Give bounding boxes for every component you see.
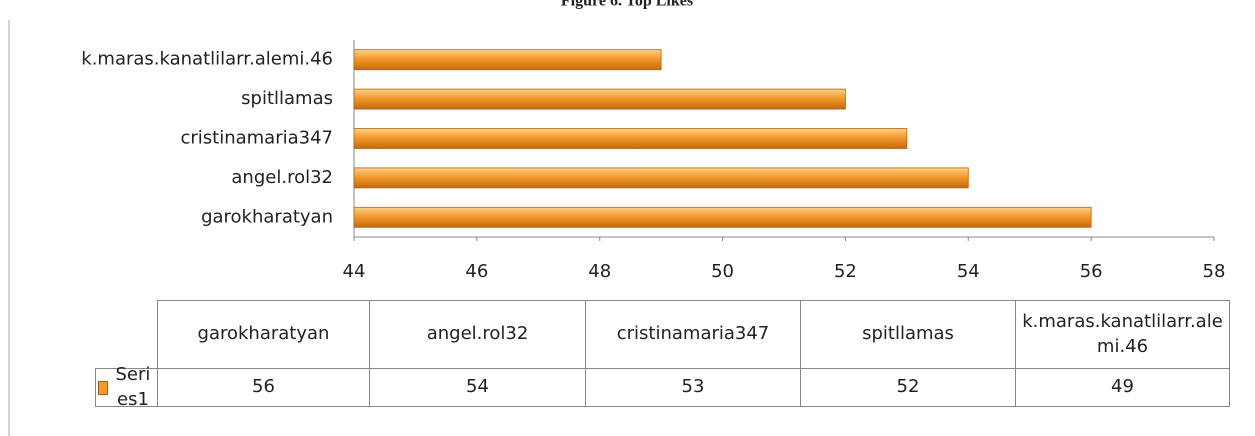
table-header: k.maras.kanatlilarr.alemi.46	[1015, 300, 1230, 369]
bar	[353, 128, 908, 149]
table-value: 52	[800, 368, 1016, 407]
bar	[353, 88, 846, 110]
y-tick-label: angel.rol32	[231, 167, 333, 188]
table-value: 49	[1015, 368, 1230, 407]
table-header-text: angel.rol32	[426, 323, 529, 345]
table-header-text: k.maras.kanatlilarr.alemi.46	[1022, 311, 1223, 357]
table-header: garokharatyan	[157, 300, 370, 369]
y-tick-label: garokharatyan	[201, 206, 333, 227]
y-tick-label: spitllamas	[241, 88, 333, 109]
table-header-text: cristinamaria347	[616, 323, 770, 345]
bar	[353, 49, 662, 71]
table-value-text: 52	[896, 376, 920, 398]
y-tick-label: k.maras.kanatlilarr.alemi.46	[81, 49, 333, 70]
x-tick-label: 46	[465, 261, 488, 282]
table-legend: Series1	[95, 364, 158, 410]
bar	[353, 206, 1092, 228]
table-header-text: garokharatyan	[197, 323, 330, 345]
table-header-text: spitllamas	[862, 323, 954, 345]
table-value: 54	[369, 368, 586, 407]
table-header: angel.rol32	[369, 300, 586, 369]
x-tick-label: 56	[1080, 261, 1103, 282]
x-tick-label: 54	[957, 261, 980, 282]
table-header: cristinamaria347	[585, 300, 801, 369]
table-value-text: 56	[252, 376, 275, 398]
bar	[353, 167, 969, 189]
x-tick-label: 48	[588, 261, 611, 282]
x-tick-label: 44	[343, 261, 366, 282]
table-value: 53	[585, 368, 801, 407]
table-value-text: 49	[1111, 376, 1134, 398]
y-tick-label: cristinamaria347	[180, 128, 333, 149]
table-value: 56	[157, 368, 370, 407]
table-value-text: 53	[681, 376, 705, 398]
legend-key	[98, 380, 108, 395]
x-tick-label: 58	[1203, 261, 1226, 282]
table-value-text: 54	[466, 376, 489, 398]
legend-label: Series1	[115, 364, 151, 410]
x-tick-label: 52	[834, 261, 857, 282]
table-header: spitllamas	[800, 300, 1016, 369]
chart-title: Figure 6. Top Likes	[561, 0, 693, 10]
x-tick-label: 50	[711, 261, 734, 282]
